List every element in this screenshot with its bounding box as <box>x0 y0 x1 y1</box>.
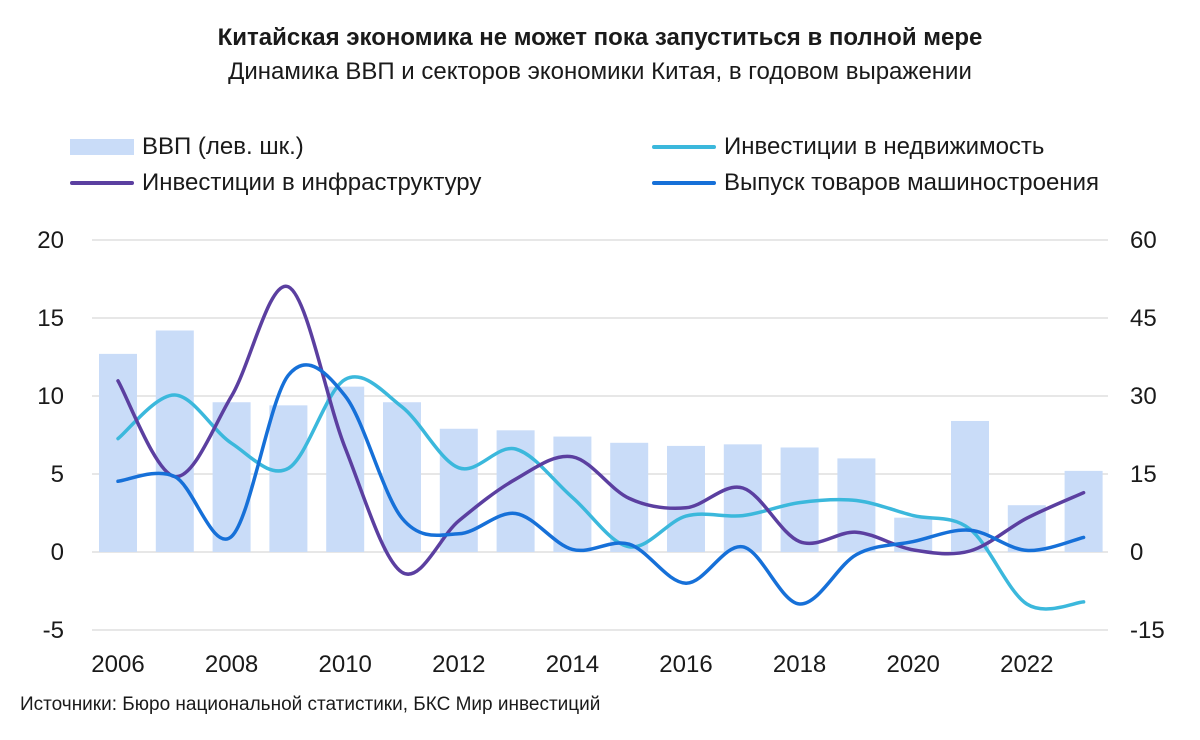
gdp-bar <box>837 458 876 552</box>
x-tick-label: 2006 <box>91 651 144 678</box>
gdp-bar <box>212 402 251 552</box>
legend-label-infrastructure: Инвестиции в инфраструктуру <box>142 169 482 196</box>
x-tick-label: 2018 <box>773 651 826 678</box>
legend-item-real-estate: Инвестиции в недвижимость <box>652 133 1044 161</box>
legend-label-real-estate: Инвестиции в недвижимость <box>724 133 1045 160</box>
legend-swatch-real-estate <box>652 145 716 149</box>
legend-swatch-machinery <box>652 181 716 185</box>
x-tick-label: 2020 <box>887 651 940 678</box>
gdp-bar <box>383 402 421 552</box>
gdp-bar <box>667 445 705 552</box>
gdp-bar <box>99 353 137 552</box>
x-tick-label: 2022 <box>1000 651 1053 678</box>
chart-title: Китайская экономика не может пока запуст… <box>217 24 983 51</box>
legend-item-gdp: ВВП (лев. шк.) <box>70 133 304 161</box>
y-left-tick-label: 0 <box>51 539 64 566</box>
y-left-tick-label: -5 <box>43 617 64 644</box>
legend-item-machinery: Выпуск товаров машиностроения <box>652 169 1099 197</box>
gdp-bar <box>155 330 194 552</box>
legend-item-infrastructure: Инвестиции в инфраструктуру <box>70 169 481 197</box>
legend-label-gdp: ВВП (лев. шк.) <box>142 133 304 160</box>
gdp-bar <box>553 436 592 552</box>
y-right-tick-label: 15 <box>1130 461 1157 488</box>
y-left-tick-label: 10 <box>37 383 64 410</box>
y-left-tick-label: 5 <box>51 461 64 488</box>
y-right-tick-label: 30 <box>1130 383 1157 410</box>
y-right-tick-label: 60 <box>1130 227 1157 254</box>
source-note: Источники: Бюро национальной статистики,… <box>20 694 601 715</box>
y-left-tick-label: 20 <box>37 227 64 254</box>
real-estate-line <box>116 375 1086 611</box>
legend-swatch-gdp <box>70 139 134 155</box>
chart-subtitle: Динамика ВВП и секторов экономики Китая,… <box>228 58 972 85</box>
legend-label-machinery: Выпуск товаров машиностроения <box>724 169 1099 196</box>
y-left-tick-label: 15 <box>37 305 64 332</box>
legend-swatch-infrastructure <box>70 181 134 185</box>
gdp-bar <box>269 405 308 552</box>
y-right-tick-label: 0 <box>1130 539 1143 566</box>
x-tick-label: 2010 <box>319 651 372 678</box>
machinery-line <box>116 363 1086 606</box>
y-right-tick-label: -15 <box>1130 617 1165 644</box>
x-tick-label: 2012 <box>432 651 485 678</box>
y-right-tick-label: 45 <box>1130 305 1157 332</box>
infrastructure-line <box>116 284 1086 576</box>
x-tick-label: 2014 <box>546 651 599 678</box>
x-tick-label: 2008 <box>205 651 258 678</box>
x-tick-label: 2016 <box>659 651 712 678</box>
